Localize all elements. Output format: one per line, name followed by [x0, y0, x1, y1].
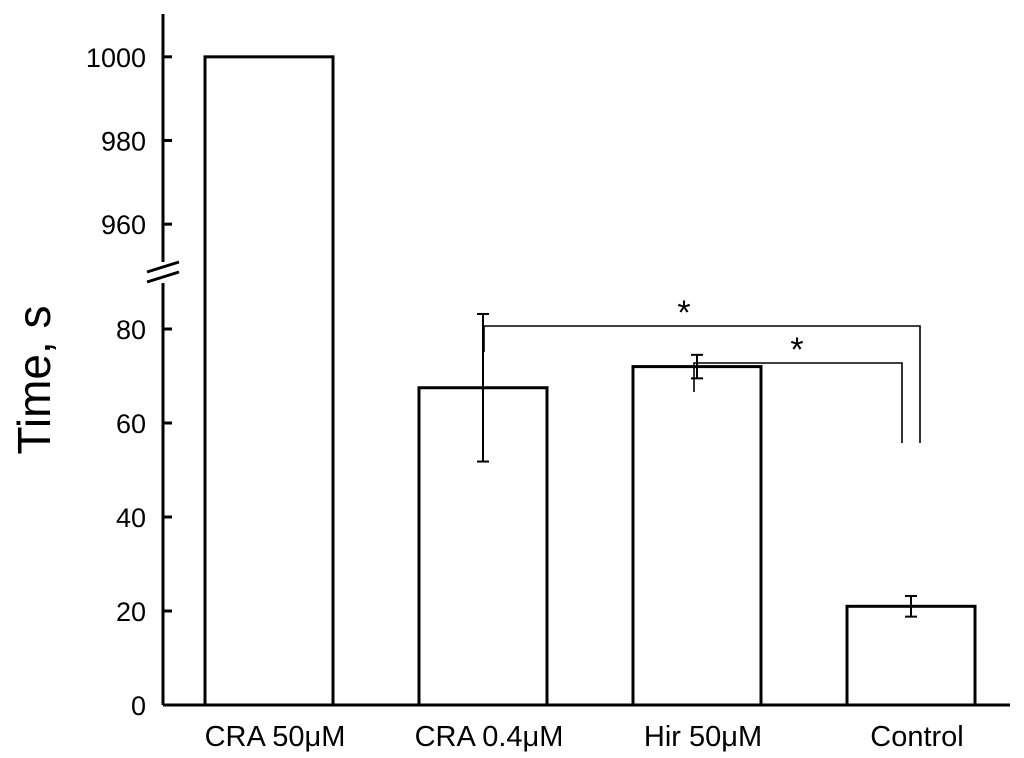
y-tick-label: 20	[116, 597, 146, 627]
axis-break-mark	[146, 270, 180, 284]
bars	[203, 55, 977, 707]
bar	[203, 55, 335, 707]
y-tick-label: 980	[101, 127, 146, 157]
error-bar	[905, 594, 917, 618]
y-tick-label: 60	[116, 409, 146, 439]
significance-bracket: *	[483, 294, 921, 443]
category-labels: CRA 50μM CRA 0.4μM Hir 50μM Control	[205, 721, 964, 753]
y-ticks: 0 20 40 60 80 960 980 1000	[86, 43, 172, 721]
y-tick-label: 80	[116, 315, 146, 345]
significance-bracket: *	[693, 331, 903, 443]
bar	[631, 365, 763, 707]
x-category-label: CRA 0.4μM	[415, 721, 564, 753]
axis-break-mark	[146, 260, 180, 274]
y-tick-label: 40	[116, 503, 146, 533]
error-bar	[691, 353, 703, 380]
x-category-label: CRA 50μM	[205, 721, 346, 753]
significance-label: *	[677, 294, 690, 332]
error-bar	[477, 312, 489, 463]
y-tick-label: 960	[101, 210, 146, 240]
significance-brackets: **	[483, 294, 921, 443]
y-tick-label: 0	[131, 691, 146, 721]
significance-label: *	[790, 331, 803, 369]
y-tick-label: 1000	[86, 43, 146, 73]
error-bars	[477, 312, 917, 618]
x-category-label: Hir 50μM	[644, 721, 762, 753]
x-category-label: Control	[870, 721, 964, 753]
bar	[845, 604, 977, 707]
y-axis-title: Time, s	[8, 305, 60, 454]
